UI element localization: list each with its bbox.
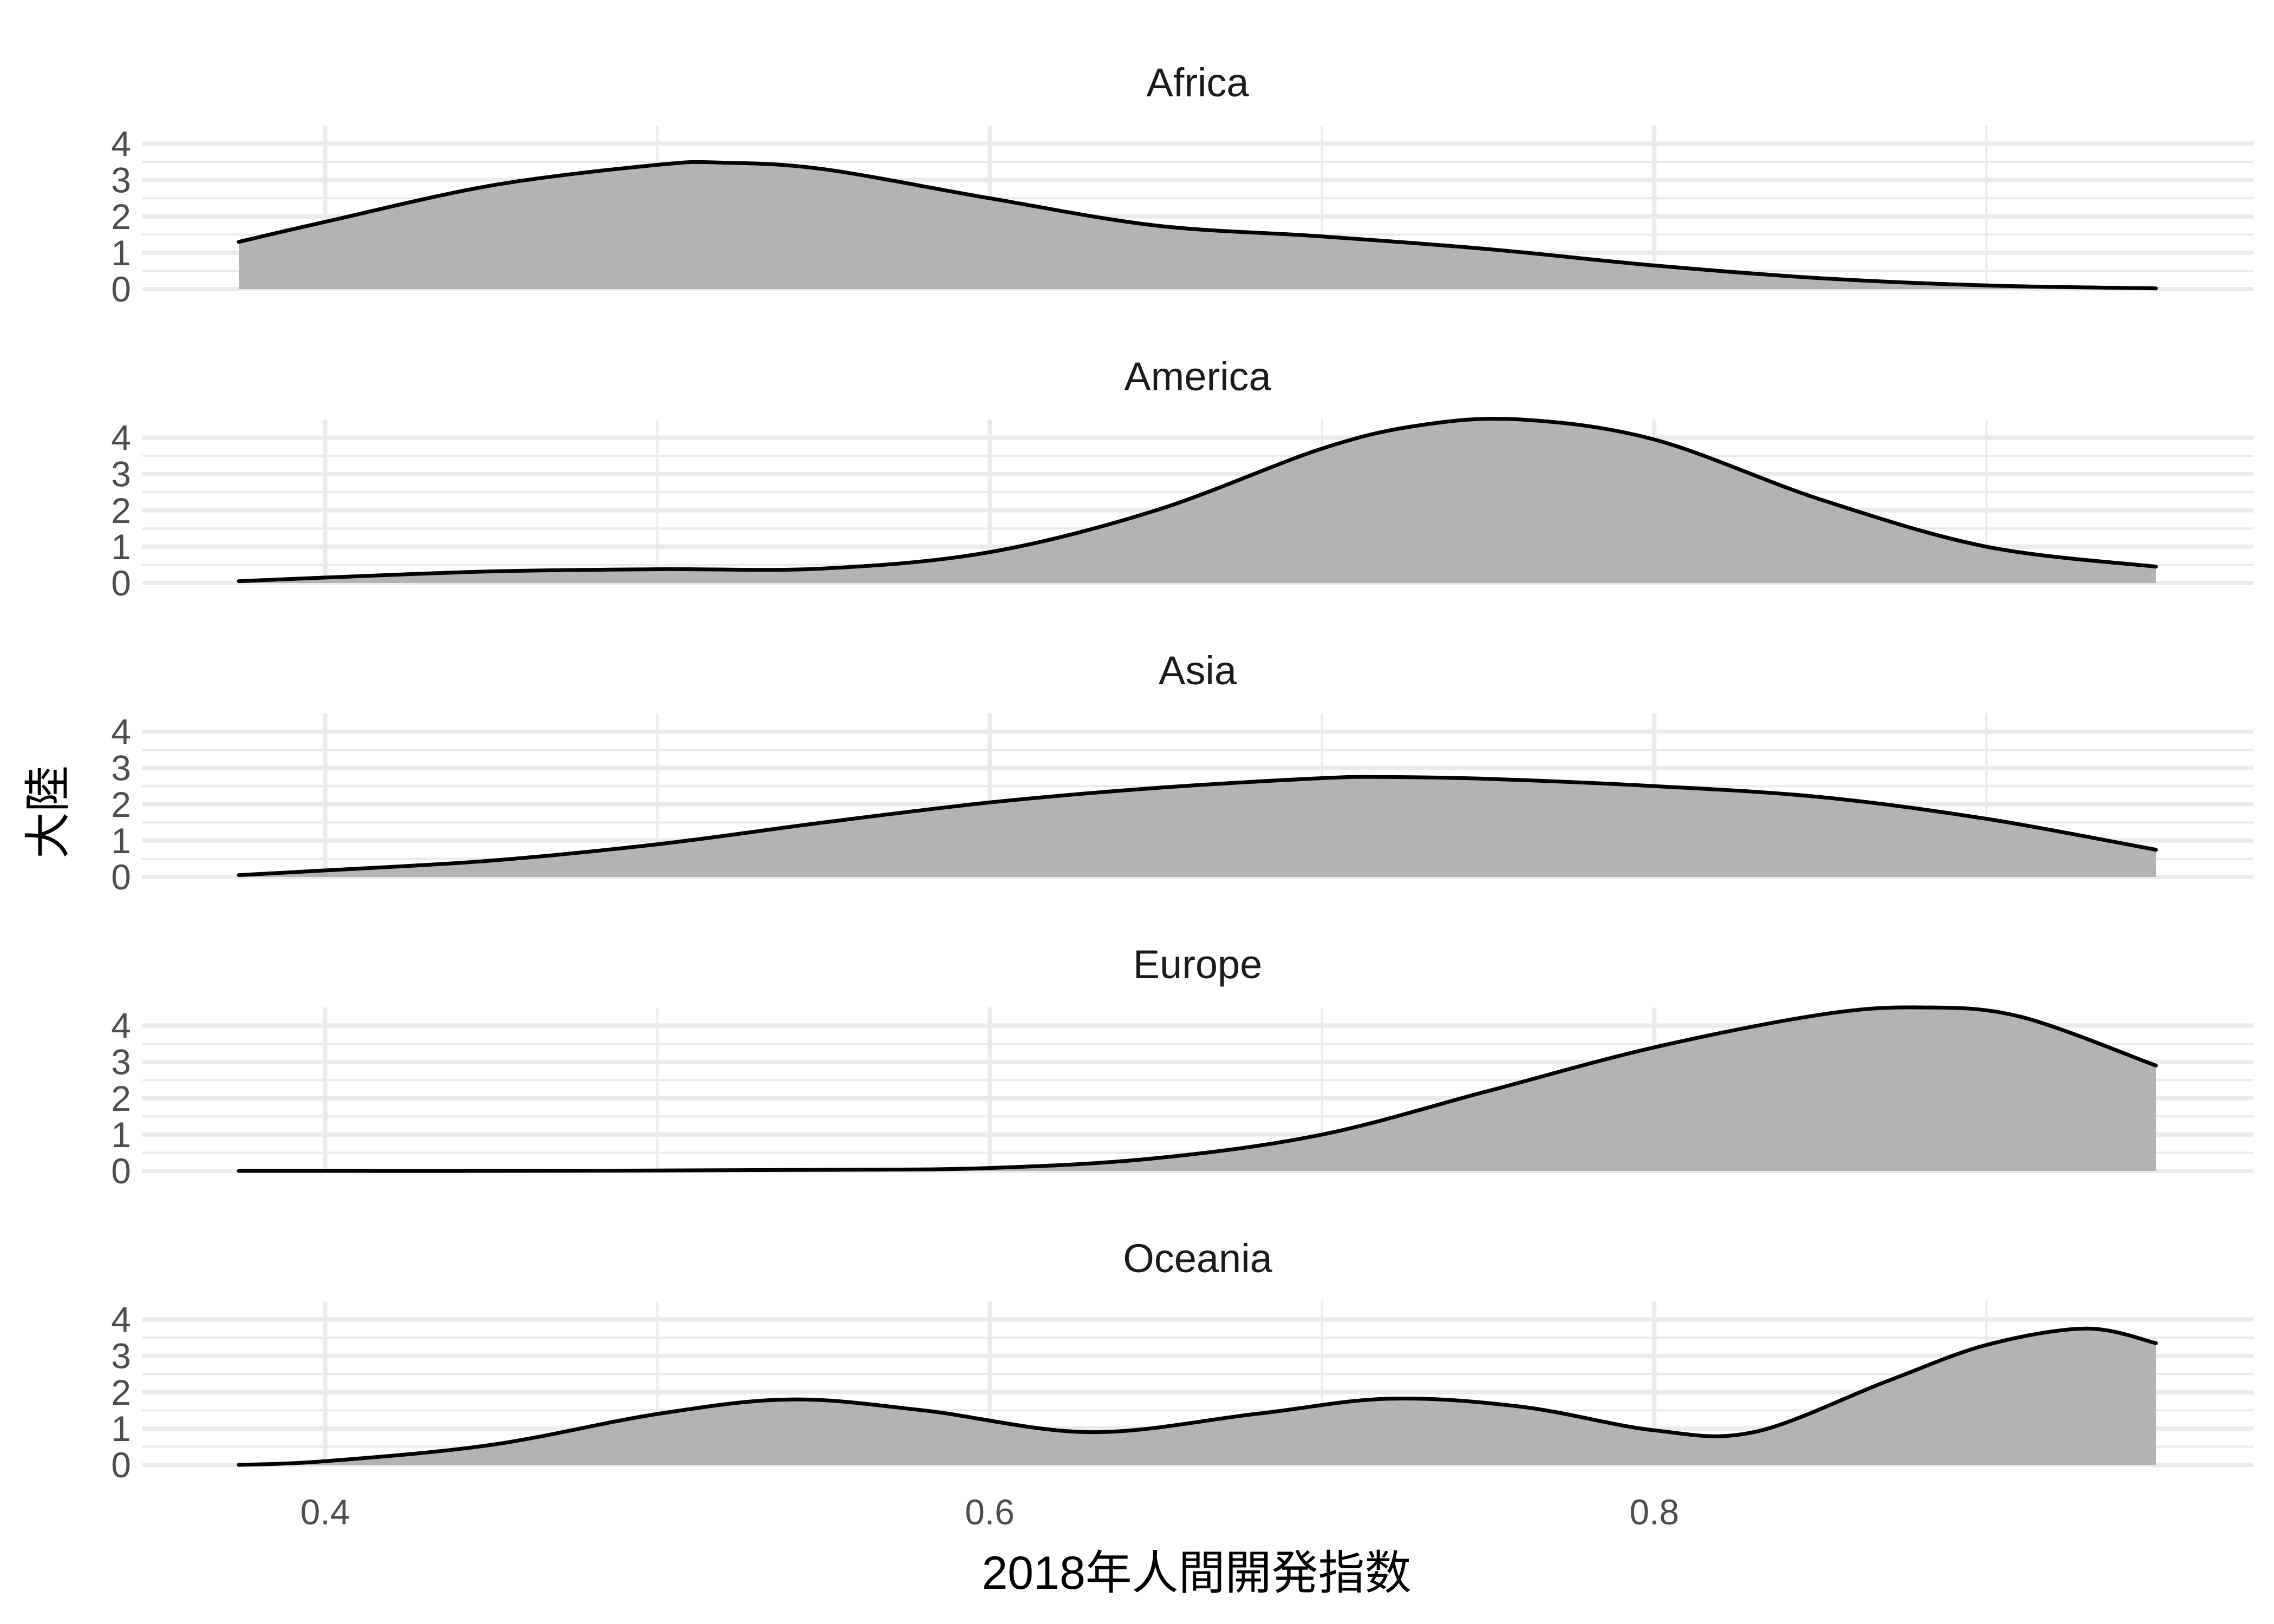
strip-label-asia: Asia <box>1159 648 1237 693</box>
density-line-asia <box>237 775 2158 878</box>
y-tick-label: 4 <box>111 124 131 164</box>
facet-panels: Africa01234America01234Asia01234Europe01… <box>111 60 2253 1485</box>
y-tick-label: 4 <box>111 418 131 458</box>
y-tick-label: 2 <box>111 490 131 531</box>
y-tick-label: 4 <box>111 1006 131 1046</box>
y-tick-label: 0 <box>111 1151 131 1191</box>
density-line-europe <box>237 1005 2158 1173</box>
y-tick-label: 3 <box>111 160 131 200</box>
y-tick-label: 1 <box>111 527 131 567</box>
strip-label-oceania: Oceania <box>1123 1236 1272 1281</box>
x-axis-title: 2018年人間開発指数 <box>982 1547 1411 1599</box>
y-tick-label: 1 <box>111 1115 131 1155</box>
density-line-africa <box>237 160 2158 291</box>
y-tick-label: 0 <box>111 857 131 897</box>
y-tick-label: 2 <box>111 1078 131 1118</box>
y-axis-title: 大陸 <box>22 765 74 859</box>
y-tick-label: 4 <box>111 712 131 752</box>
y-tick-label: 3 <box>111 1042 131 1082</box>
density-area-oceania <box>239 1328 2156 1465</box>
density-line-oceania <box>237 1326 2158 1467</box>
density-line-america <box>237 416 2158 584</box>
x-tick-label: 0.6 <box>965 1492 1015 1532</box>
y-tick-label: 1 <box>111 821 131 861</box>
y-tick-label: 3 <box>111 748 131 788</box>
strip-label-america: America <box>1124 354 1271 399</box>
y-tick-label: 4 <box>111 1300 131 1340</box>
x-tick-label: 0.4 <box>300 1492 350 1532</box>
y-tick-label: 3 <box>111 1336 131 1376</box>
x-axis: 0.4 0.6 0.8 <box>300 1492 1680 1532</box>
density-area-europe <box>239 1007 2156 1171</box>
y-tick-label: 0 <box>111 563 131 603</box>
y-tick-label: 2 <box>111 1372 131 1412</box>
density-area-africa <box>239 162 2156 289</box>
y-tick-label: 2 <box>111 197 131 237</box>
y-tick-label: 1 <box>111 233 131 273</box>
y-tick-label: 2 <box>111 784 131 824</box>
y-tick-label: 1 <box>111 1409 131 1449</box>
y-tick-label: 0 <box>111 1445 131 1485</box>
y-tick-label: 3 <box>111 454 131 494</box>
strip-label-africa: Africa <box>1146 60 1249 105</box>
strip-label-europe: Europe <box>1133 942 1263 987</box>
density-area-america <box>239 418 2156 583</box>
y-tick-label: 0 <box>111 269 131 309</box>
x-tick-label: 0.8 <box>1629 1492 1679 1532</box>
density-area-asia <box>239 777 2156 877</box>
